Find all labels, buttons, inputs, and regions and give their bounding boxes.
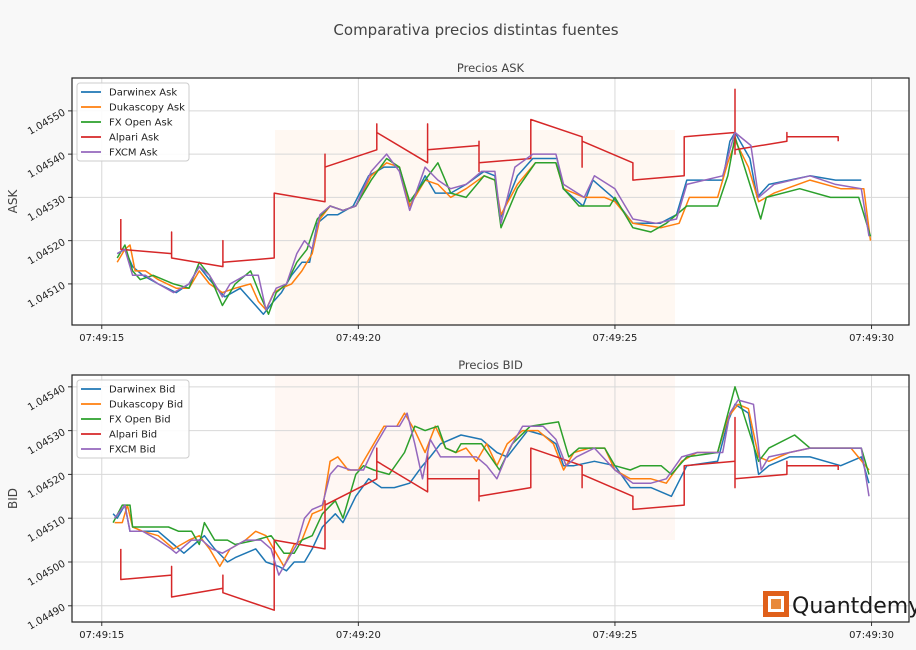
legend-entry: Darwinex Bid (109, 385, 175, 396)
x-tick-label: 07:49:25 (592, 630, 637, 641)
bid-chart: 07:49:15 07:49:20 07:49:25 07:49:30 1.04490 1… (6, 358, 910, 641)
x-tick-label: 07:49:30 (849, 333, 894, 344)
series-line-fx-open-bid (112, 386, 870, 554)
quantdemy-logo: Quantdemy (763, 591, 916, 619)
legend-entry: FXCM Bid (109, 445, 156, 456)
axes-frame (71, 77, 910, 326)
series-line-fxcm-bid (114, 399, 870, 576)
x-tick-label: 07:49:30 (849, 630, 894, 641)
x-tick-label: 07:49:20 (336, 630, 381, 641)
ask-chart: 07:49:15 07:49:20 07:49:25 07:49:30 1.04510 1… (6, 61, 910, 344)
y-axis-label: BID (6, 488, 20, 509)
y-tick-label: 1.04490 (26, 602, 67, 632)
legend-entry: Alpari Bid (109, 430, 157, 441)
y-tick-label: 1.04530 (26, 427, 67, 457)
y-tick-label: 1.04530 (26, 194, 67, 224)
legend-entry: FX Open Bid (109, 415, 171, 426)
y-tick-label: 1.04520 (26, 237, 67, 267)
legend-entry: FXCM Ask (109, 148, 158, 159)
series-line-alpari-ask (120, 88, 839, 268)
legend: Darwinex Ask Dukascopy Ask FX Open Ask Alpa… (76, 82, 190, 162)
logo-text: Quantdemy (792, 594, 916, 619)
subplot-title: Precios BID (458, 358, 523, 372)
y-axis-label: ASK (6, 189, 20, 214)
y-tick-label: 1.04510 (26, 515, 67, 545)
watermark (275, 130, 675, 325)
legend-entry: Alpari Ask (109, 133, 159, 144)
y-tick-label: 1.04500 (26, 559, 67, 589)
series-line-dukascopy-ask (116, 140, 872, 311)
x-tick-label: 07:49:15 (79, 630, 124, 641)
legend: Darwinex Bid Dukascopy Bid FX Open Bid Alpa… (76, 379, 190, 459)
legend-entry: Dukascopy Ask (109, 103, 185, 114)
series-line-alpari-bid (120, 416, 839, 611)
subplot-title: Precios ASK (457, 61, 525, 75)
legend-entry: Dukascopy Bid (109, 400, 183, 411)
y-tick-label: 1.04520 (26, 471, 67, 501)
series-line-fx-open-ask (116, 136, 872, 315)
y-tick-label: 1.04550 (26, 107, 67, 137)
figure-title: Comparativa precios distintas fuentes (333, 21, 618, 39)
y-tick-label: 1.04510 (26, 280, 67, 310)
x-tick-label: 07:49:25 (592, 333, 637, 344)
legend-entry: Darwinex Ask (109, 88, 177, 99)
y-tick-label: 1.04540 (26, 383, 67, 413)
legend-entry: FX Open Ask (109, 118, 173, 129)
series-line-fxcm-ask (116, 131, 870, 311)
legend-box (76, 82, 190, 162)
x-tick-label: 07:49:15 (79, 333, 124, 344)
axes-frame (71, 374, 910, 623)
legend-box (76, 379, 190, 459)
y-tick-label: 1.04540 (26, 151, 67, 181)
logo-core (771, 599, 781, 609)
x-tick-label: 07:49:20 (336, 333, 381, 344)
